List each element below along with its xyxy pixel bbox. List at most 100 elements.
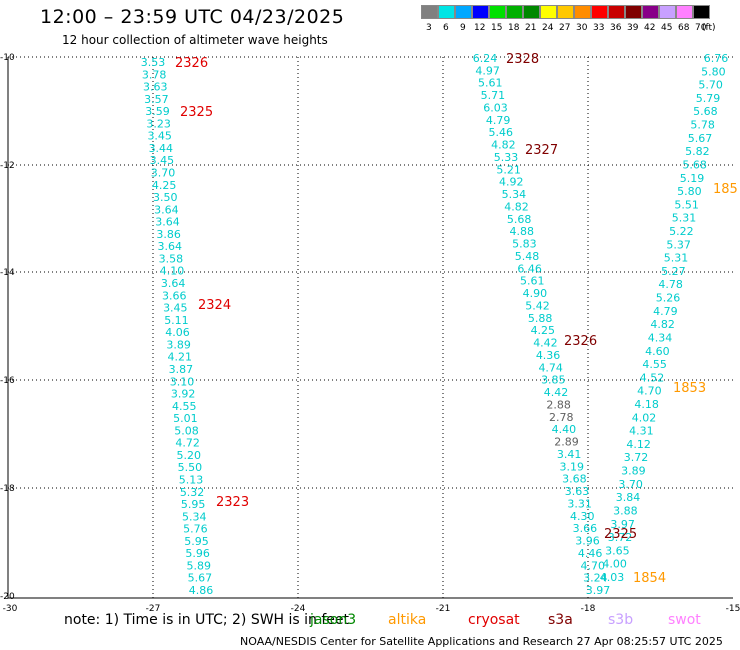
wave-height-value: 3.88: [613, 504, 638, 517]
legend-swatch: [472, 5, 489, 19]
wave-height-value: 4.78: [658, 278, 683, 291]
wave-height-value: 4.79: [486, 114, 511, 127]
satellite-label-s3b: s3b: [608, 612, 634, 628]
satellite-label-cryosat: cryosat: [468, 612, 520, 628]
legend-swatch: [574, 5, 591, 19]
wave-height-value: 5.78: [690, 119, 715, 132]
wave-height-value: 4.25: [531, 324, 556, 337]
wave-height-value: 3.85: [541, 374, 566, 387]
wave-height-value: 3.64: [157, 240, 182, 253]
wave-height-value: 5.32: [180, 486, 205, 499]
wave-height-value: 5.27: [661, 265, 686, 278]
wave-height-value: 4.82: [504, 200, 529, 213]
wave-height-value: 3.64: [155, 216, 180, 229]
lat-label: -10: [0, 53, 15, 63]
wave-height-value: 4.70: [580, 559, 605, 572]
wave-height-value: 5.61: [520, 275, 545, 288]
wave-height-value: 4.70: [637, 385, 662, 398]
pass-time-label: 2325: [604, 527, 637, 542]
wave-height-value: 5.46: [489, 126, 514, 139]
legend-swatch: [591, 5, 608, 19]
wave-height-value: 5.01: [173, 412, 198, 425]
pass-time-label: 2327: [525, 143, 558, 158]
wave-height-value: 3.78: [142, 68, 167, 81]
wave-height-value: 4.52: [640, 371, 665, 384]
wave-height-value: 6.03: [483, 101, 508, 114]
wave-height-value: 5.68: [682, 158, 707, 171]
legend-swatch: [693, 5, 710, 19]
wave-height-value: 5.51: [674, 198, 699, 211]
legend-unit: (ft): [702, 23, 716, 33]
wave-height-value: 6.76: [704, 52, 729, 65]
lat-label: -12: [0, 161, 15, 171]
wave-height-value: 5.89: [187, 559, 212, 572]
wave-height-value: 2.88: [546, 398, 571, 411]
wave-height-value: 4.36: [536, 349, 561, 362]
wave-height-value: 3.72: [624, 451, 649, 464]
wave-height-value: 4.18: [634, 398, 659, 411]
legend-label: 18: [508, 23, 520, 33]
page-title: 12:00 – 23:59 UTC 04/23/2025: [40, 6, 345, 28]
wave-height-value: 4.03: [600, 571, 625, 584]
wave-height-value: 5.68: [693, 105, 718, 118]
wave-height-value: 3.72: [608, 531, 633, 544]
wave-height-value: 5.88: [528, 312, 553, 325]
legend-label: 15: [491, 23, 503, 33]
satellite-label-s3a: s3a: [548, 612, 573, 628]
wave-height-value: 4.12: [626, 438, 651, 451]
lon-label: -27: [146, 604, 161, 614]
satellite-label-altika: altika: [388, 612, 427, 628]
wave-height-value: 5.22: [669, 225, 694, 238]
wave-height-value: 3.87: [169, 363, 194, 376]
legend-swatch: [489, 5, 506, 19]
wave-height-value: 5.11: [164, 314, 189, 327]
wave-height-value: 3.58: [159, 252, 184, 265]
wave-height-value: 4.25: [152, 179, 177, 192]
wave-height-value: 5.34: [502, 188, 527, 201]
legend-label: 21: [525, 23, 537, 33]
pass-time-label: 2328: [506, 52, 539, 67]
wave-height-value: 5.80: [677, 185, 702, 198]
wave-height-value: 3.97: [586, 584, 611, 597]
wave-height-value: 3.59: [145, 105, 170, 118]
wave-height-value: 5.21: [496, 163, 521, 176]
wave-height-value: 3.64: [154, 203, 179, 216]
satellite-label-jason3: jason3: [310, 612, 357, 628]
lat-label: -18: [0, 484, 15, 494]
lon-label: -21: [436, 604, 451, 614]
legend-swatch: [506, 5, 523, 19]
legend-swatch: [523, 5, 540, 19]
wave-height-value: 5.68: [507, 213, 532, 226]
pass-time-label: 185: [713, 182, 738, 197]
wave-height-value: 6.46: [517, 262, 542, 275]
wave-height-value: 5.37: [666, 238, 691, 251]
pass-time-label: 2325: [180, 105, 213, 120]
wave-height-value: 5.31: [664, 252, 689, 265]
wave-height-value: 5.34: [182, 510, 207, 523]
wave-height-value: 3.97: [610, 518, 635, 531]
wave-height-value: 4.06: [165, 326, 190, 339]
wave-height-value: 3.68: [562, 473, 587, 486]
wave-height-value: 4.74: [538, 361, 563, 374]
wave-height-value: 4.72: [175, 437, 200, 450]
legend-swatch: [421, 5, 438, 19]
legend-swatch: [557, 5, 574, 19]
wave-height-value: 4.79: [653, 305, 678, 318]
wave-height-value: 3.24: [583, 572, 608, 585]
legend-swatch: [608, 5, 625, 19]
wave-height-value: 3.45: [147, 130, 172, 143]
wave-height-value: 4.30: [570, 510, 595, 523]
legend-swatch: [540, 5, 557, 19]
pass-time-label: 2323: [216, 495, 249, 510]
lat-label: -20: [0, 592, 15, 602]
wave-height-value: 4.42: [544, 386, 569, 399]
lon-label: -15: [726, 604, 740, 614]
wave-height-value: 3.66: [162, 289, 187, 302]
wave-height-value: 3.45: [163, 302, 188, 315]
wave-height-value: 5.19: [680, 172, 705, 185]
legend-swatch: [625, 5, 642, 19]
wave-height-value: 3.64: [161, 277, 186, 290]
legend-label: 12: [474, 23, 486, 33]
lon-label: -18: [581, 604, 596, 614]
